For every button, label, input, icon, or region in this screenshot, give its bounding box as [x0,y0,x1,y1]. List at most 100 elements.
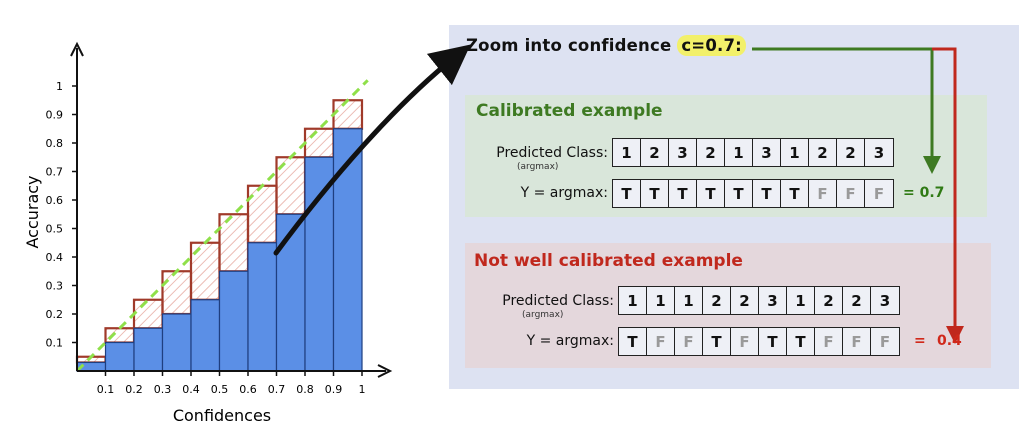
gap-9 [303,127,335,159]
x-tick-label: 0.9 [325,383,343,396]
zoom-arrow [273,44,471,256]
bar-8 [275,213,306,372]
diagonal-line [75,79,369,373]
x-tick-label: 0.3 [154,383,172,396]
calibrated-predicted-cell: 2 [837,139,865,166]
not-calibrated-y-cell: T [787,328,815,355]
x-tick-label: 0.2 [125,383,143,396]
y-tick-label: 0.3 [46,280,64,293]
not-calibrated-predicted-label: Predicted Class: [502,293,614,309]
calibrated-y-cell: T [781,180,809,207]
calibrated-y-cell: F [873,184,885,203]
zoom-title: Zoom into confidence c=0.7: [466,35,746,56]
calibrated-predicted-cell: 1 [781,139,809,166]
calibrated-predicted-cell: 1 [725,139,753,166]
x-tick-label: 0.5 [211,383,229,396]
bar-7 [247,242,278,372]
x-tick-labels: 0.1 0.2 0.3 0.4 0.5 0.6 0.7 0.8 0.9 1 [97,383,366,396]
x-tick-label: 1 [359,383,366,396]
calibrated-y-cell: T [613,180,641,207]
not-calibrated-y-cell: T [619,328,647,355]
calibrated-y-cell: T [669,180,697,207]
bar-6 [218,270,249,372]
calibrated-predicted-cell: 3 [669,139,697,166]
calibrated-y-cell: T [697,180,725,207]
not-calibrated-argmax-sublabel: (argmax) [522,310,564,320]
x-tick-label: 0.7 [268,383,286,396]
calibrated-predicted-cell: 3 [873,143,885,162]
gap-6 [218,213,250,273]
y-tick-label: 0.1 [46,337,64,350]
calibrated-y-label: Y = argmax: [520,185,608,201]
calibrated-predicted-cell: 2 [809,139,837,166]
calibrated-argmax-sublabel: (argmax) [517,162,559,172]
calibrated-y-cell: T [753,180,781,207]
y-tick-label: 0.8 [46,137,64,150]
bar-3 [133,327,164,372]
not-calibrated-predicted-cell: 1 [619,287,647,314]
calibrated-predicted-cell: 2 [697,139,725,166]
y-axis-label: Accuracy [23,175,42,248]
gap-4 [161,270,193,316]
zoom-prefix: Zoom into confidence [466,36,678,55]
calibrated-y-cell: F [837,180,865,207]
x-tick-label: 0.8 [296,383,314,396]
not-calibrated-y-cell: F [731,328,759,355]
bar-layer [76,128,363,372]
bar-4 [161,313,192,372]
y-tick-label: 0.6 [46,194,64,207]
red-arrow [932,47,964,344]
gap-3 [132,298,164,330]
x-tick-label: 0.4 [182,383,200,396]
x-axis-label: Confidences [173,406,271,425]
bar-5 [190,299,221,372]
not-calibrated-predicted-cell: 1 [675,287,703,314]
calibrated-y-cell: T [725,180,753,207]
gap-2 [104,327,136,344]
not-calibrated-y-cell: F [879,332,891,351]
not-calibrated-predicted-cell: 2 [815,287,843,314]
not-calibrated-result-eq: = [914,333,926,349]
bar-9 [304,156,335,372]
y-tick-label: 0.2 [46,308,64,321]
not-calibrated-predicted-cell: 2 [703,287,731,314]
x-tick-label: 0.6 [239,383,257,396]
y-tick-label: 0.7 [46,166,64,179]
not-calibrated-y-label: Y = argmax: [526,333,614,349]
y-tick-label: 0.4 [46,251,64,264]
not-calibrated-y-cell: T [703,328,731,355]
not-calibrated-predicted-cell: 3 [879,291,891,310]
y-tick-labels: 0.1 0.2 0.3 0.4 0.5 0.6 0.7 0.8 0.9 1 [46,80,64,350]
calibrated-predicted-label: Predicted Class: [496,145,608,161]
calibrated-y-cell: T [641,180,669,207]
x-axis-arrowhead [377,364,393,378]
calibrated-y-cell: F [809,180,837,207]
bar-2 [104,341,135,372]
calibrated-predicted-cell: 1 [613,139,641,166]
not-calibrated-y-cell: F [815,328,843,355]
not-calibrated-y-cell: F [675,328,703,355]
not-calibrated-title: Not well calibrated example [474,251,743,271]
calibrated-result: = 0.7 [903,185,945,201]
y-tick-label: 0.9 [46,109,64,122]
zoom-confidence-value: c=0.7: [677,35,746,56]
not-calibrated-predicted-cell: 1 [647,287,675,314]
x-tick-label: 0.1 [97,383,115,396]
y-tick-label: 1 [56,80,63,93]
not-calibrated-predicted-cell: 1 [787,287,815,314]
not-calibrated-y-cell: F [843,328,871,355]
not-calibrated-y-cell: T [759,328,787,355]
axes [70,41,393,378]
not-calibrated-y-cell: F [647,328,675,355]
y-axis-arrowhead [70,41,84,57]
calibrated-predicted-cell: 2 [641,139,669,166]
not-calibrated-predicted-cell: 2 [731,287,759,314]
calibrated-predicted-cell: 3 [753,139,781,166]
gap-10 [332,99,364,130]
